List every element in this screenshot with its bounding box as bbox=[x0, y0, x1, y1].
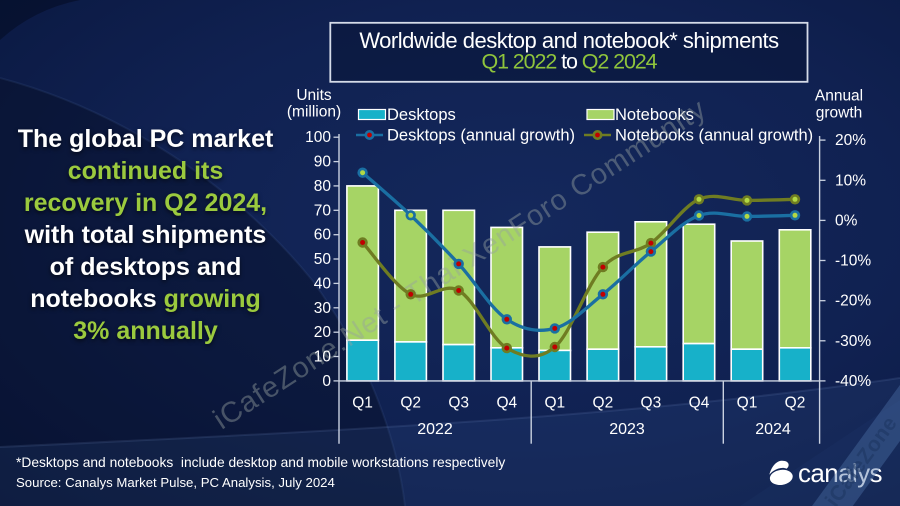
svg-text:-20%: -20% bbox=[835, 293, 871, 310]
svg-text:100: 100 bbox=[305, 129, 331, 146]
svg-text:2022: 2022 bbox=[417, 421, 453, 438]
svg-text:Q3: Q3 bbox=[448, 395, 469, 412]
svg-text:Q1: Q1 bbox=[544, 395, 565, 412]
svg-text:20: 20 bbox=[314, 324, 332, 341]
svg-text:10%: 10% bbox=[835, 172, 866, 189]
svg-text:40: 40 bbox=[314, 275, 332, 292]
svg-text:-10%: -10% bbox=[835, 253, 871, 270]
svg-text:0%: 0% bbox=[835, 212, 858, 229]
svg-text:canalys: canalys bbox=[798, 458, 883, 488]
svg-text:growth: growth bbox=[816, 104, 863, 121]
svg-text:0: 0 bbox=[322, 373, 331, 390]
svg-text:Q2: Q2 bbox=[400, 395, 421, 412]
svg-text:70: 70 bbox=[314, 202, 332, 219]
svg-text:Q1 2022 to Q2 2024: Q1 2022 to Q2 2024 bbox=[481, 49, 657, 73]
svg-text:10: 10 bbox=[314, 349, 332, 366]
svg-text:Q3: Q3 bbox=[641, 395, 662, 412]
svg-text:Q1: Q1 bbox=[352, 395, 373, 412]
svg-text:2023: 2023 bbox=[609, 421, 645, 438]
svg-text:-30%: -30% bbox=[835, 333, 871, 350]
svg-text:Annual: Annual bbox=[815, 88, 863, 105]
svg-text:Q2: Q2 bbox=[785, 395, 806, 412]
svg-text:Notebooks: Notebooks bbox=[615, 106, 694, 124]
svg-text:(million): (million) bbox=[287, 104, 341, 121]
svg-text:Q4: Q4 bbox=[496, 395, 517, 412]
svg-text:-40%: -40% bbox=[835, 373, 871, 390]
svg-text:Desktops: Desktops bbox=[387, 106, 456, 124]
svg-text:30: 30 bbox=[314, 300, 332, 317]
svg-text:2024: 2024 bbox=[755, 421, 791, 438]
svg-text:Q2: Q2 bbox=[593, 395, 614, 412]
svg-text:Desktops (annual growth): Desktops (annual growth) bbox=[387, 127, 575, 145]
svg-text:Q4: Q4 bbox=[689, 395, 710, 412]
svg-text:60: 60 bbox=[314, 227, 332, 244]
svg-text:50: 50 bbox=[314, 251, 332, 268]
svg-text:Units: Units bbox=[296, 87, 332, 104]
svg-text:80: 80 bbox=[314, 178, 332, 195]
svg-text:20%: 20% bbox=[835, 132, 866, 149]
svg-text:Worldwide desktop and notebook: Worldwide desktop and notebook* shipment… bbox=[359, 28, 779, 53]
svg-text:90: 90 bbox=[314, 154, 332, 171]
svg-text:Notebooks (annual growth): Notebooks (annual growth) bbox=[615, 127, 813, 145]
svg-text:Q1: Q1 bbox=[737, 395, 758, 412]
